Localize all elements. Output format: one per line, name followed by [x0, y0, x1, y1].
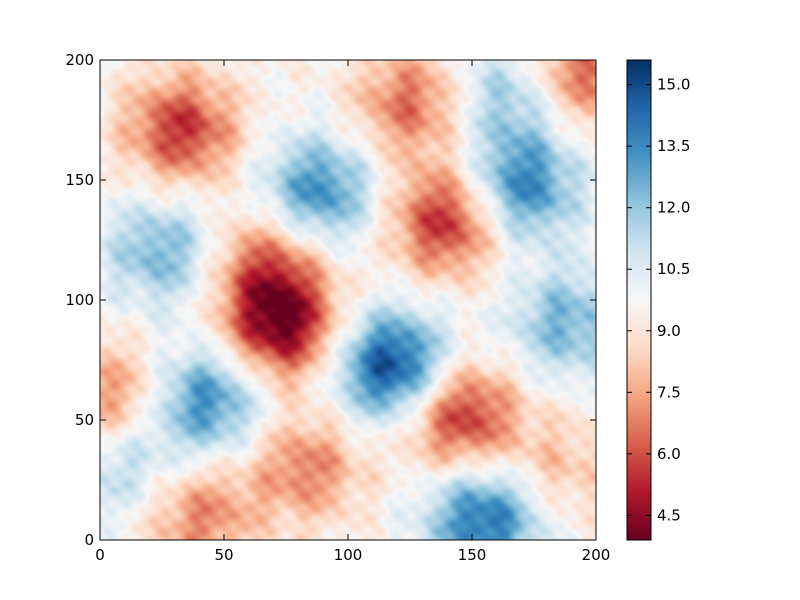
colorbar-tick-label: 13.5	[657, 137, 690, 155]
x-axis: 0 50 100 150 200	[95, 60, 610, 564]
y-tick-label: 0	[84, 531, 94, 549]
heatmap-image	[100, 60, 596, 540]
colorbar-tick-label: 6.0	[657, 445, 681, 463]
x-tick-label: 100	[334, 546, 363, 564]
y-tick-label: 100	[65, 291, 94, 309]
x-tick-label: 0	[95, 546, 105, 564]
colorbar-tick-label: 4.5	[657, 506, 681, 524]
plot-area	[99, 59, 597, 541]
y-tick-label: 150	[65, 171, 94, 189]
x-tick-label: 50	[214, 546, 233, 564]
y-tick-label: 50	[75, 411, 94, 429]
colorbar-tick-label: 7.5	[657, 383, 681, 401]
y-tick-label: 200	[65, 51, 94, 69]
colorbar-frame	[626, 59, 652, 541]
x-tick-label: 200	[582, 546, 611, 564]
colorbar-tick-label: 9.0	[657, 322, 681, 340]
colorbar: 4.5 6.0 7.5 9.0 10.5 12.0 13.5 15.0	[626, 59, 690, 541]
colorbar-gradient	[627, 60, 651, 540]
colorbar-tick-label: 15.0	[657, 76, 690, 94]
colorbar-ticks: 4.5 6.0 7.5 9.0 10.5 12.0 13.5 15.0	[627, 76, 690, 524]
y-axis: 0 50 100 150 200	[65, 51, 596, 549]
colorbar-tick-label: 10.5	[657, 260, 690, 278]
x-tick-label: 150	[458, 546, 487, 564]
colorbar-tick-label: 12.0	[657, 199, 690, 217]
